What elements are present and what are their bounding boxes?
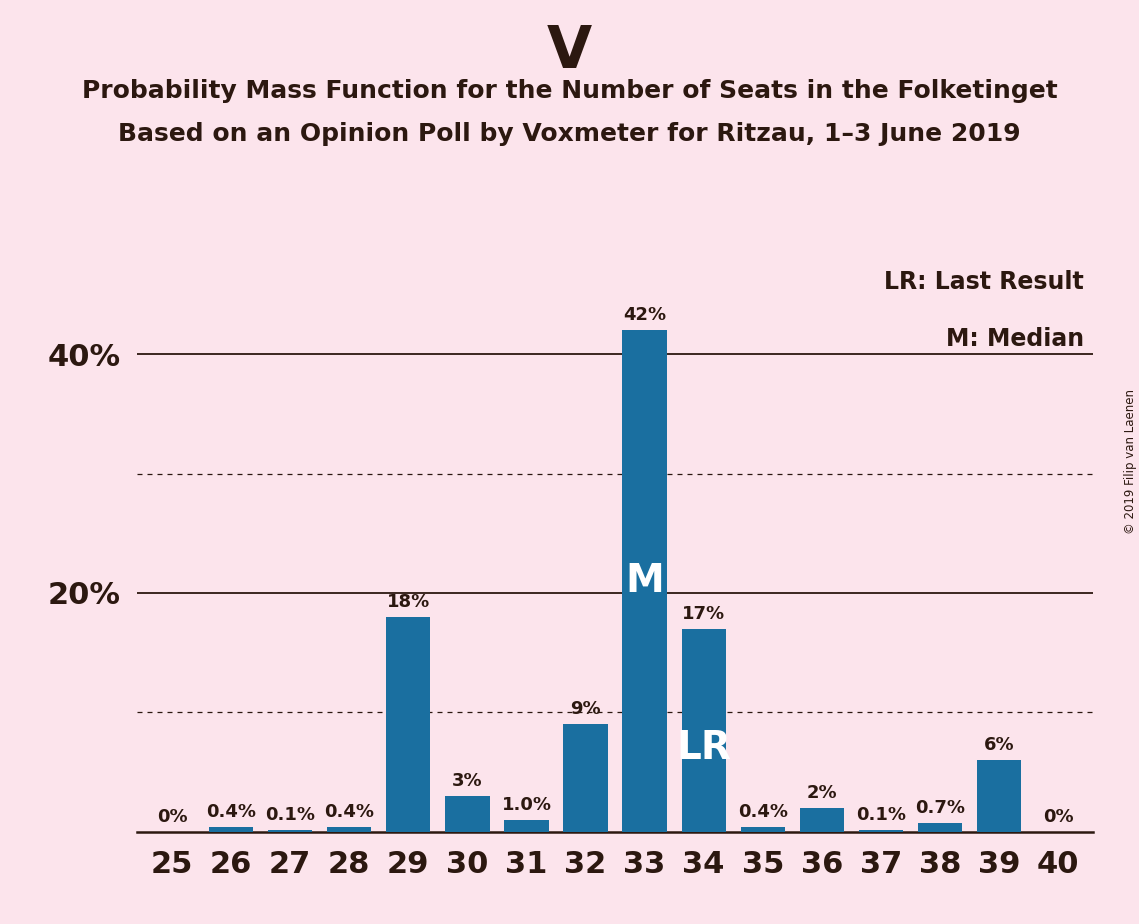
Text: © 2019 Filip van Laenen: © 2019 Filip van Laenen: [1124, 390, 1137, 534]
Bar: [505, 820, 549, 832]
Text: 0.1%: 0.1%: [265, 807, 316, 824]
Text: LR: LR: [677, 729, 731, 767]
Text: 2%: 2%: [806, 784, 837, 802]
Text: 0.7%: 0.7%: [915, 799, 965, 817]
Text: 0.1%: 0.1%: [855, 807, 906, 824]
Bar: [564, 724, 608, 832]
Bar: [740, 827, 785, 832]
Bar: [977, 760, 1021, 832]
Text: 6%: 6%: [984, 736, 1014, 754]
Text: 0.4%: 0.4%: [325, 803, 375, 821]
Text: 42%: 42%: [623, 307, 666, 324]
Text: 3%: 3%: [452, 772, 483, 790]
Bar: [210, 827, 253, 832]
Text: Probability Mass Function for the Number of Seats in the Folketinget: Probability Mass Function for the Number…: [82, 79, 1057, 103]
Bar: [681, 628, 726, 832]
Bar: [918, 823, 962, 832]
Text: 18%: 18%: [387, 593, 431, 611]
Text: 0.4%: 0.4%: [206, 803, 256, 821]
Bar: [386, 617, 431, 832]
Bar: [445, 796, 490, 832]
Text: V: V: [547, 23, 592, 80]
Text: M: Median: M: Median: [945, 327, 1084, 351]
Text: 0.4%: 0.4%: [738, 803, 788, 821]
Text: M: M: [625, 562, 664, 600]
Bar: [268, 831, 312, 832]
Text: 9%: 9%: [571, 700, 601, 718]
Bar: [622, 331, 666, 832]
Text: 1.0%: 1.0%: [501, 796, 551, 814]
Text: Based on an Opinion Poll by Voxmeter for Ritzau, 1–3 June 2019: Based on an Opinion Poll by Voxmeter for…: [118, 122, 1021, 146]
Text: 17%: 17%: [682, 604, 726, 623]
Bar: [327, 827, 371, 832]
Text: LR: Last Result: LR: Last Result: [884, 270, 1084, 294]
Text: 0%: 0%: [157, 808, 188, 826]
Bar: [800, 808, 844, 832]
Text: 0%: 0%: [1042, 808, 1073, 826]
Bar: [859, 831, 903, 832]
